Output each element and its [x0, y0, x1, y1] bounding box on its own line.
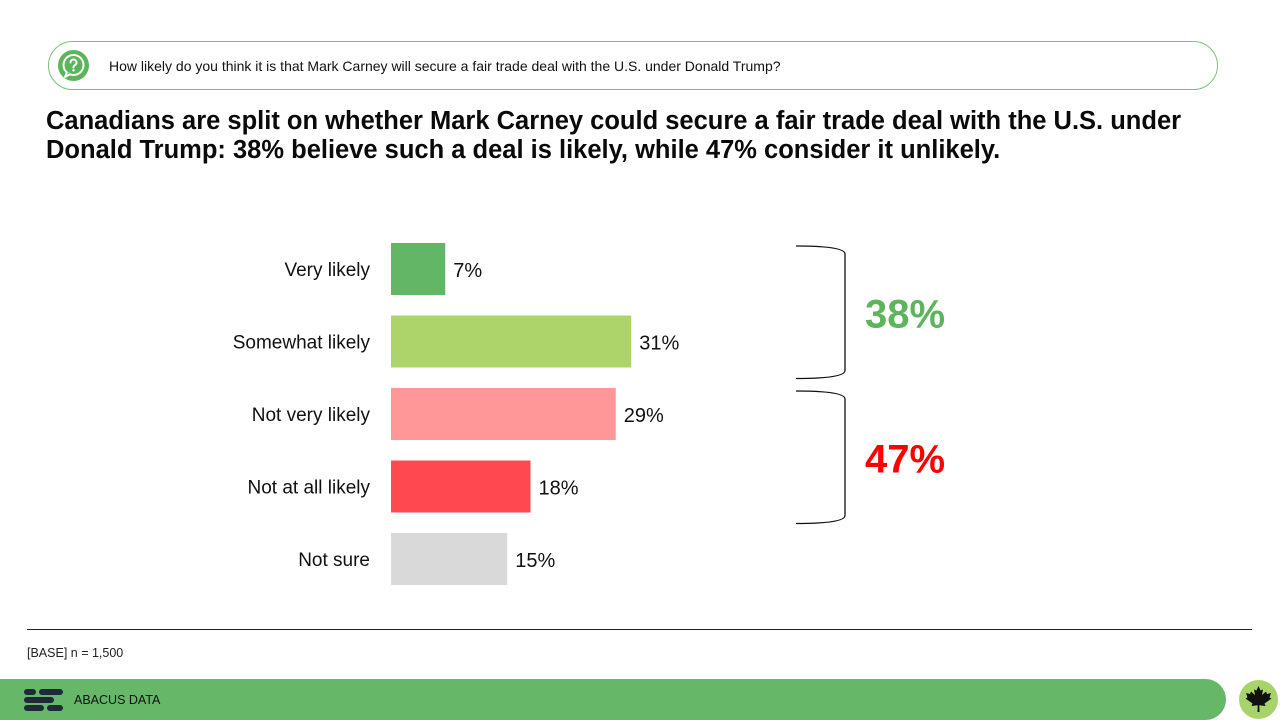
brand-name: ABACUS DATA [74, 693, 161, 707]
bar [391, 533, 508, 585]
value-label: 15% [515, 550, 555, 572]
group-total-label: 38% [865, 292, 945, 336]
category-label: Not at all likely [248, 478, 371, 499]
footer-bar: ABACUS DATA [0, 679, 1226, 720]
question-box: How likely do you think it is that Mark … [48, 41, 1218, 90]
value-label: 29% [624, 405, 664, 427]
category-label: Very likely [284, 260, 370, 281]
bar [391, 243, 446, 295]
group-total-label: 47% [865, 437, 945, 481]
maple-leaf-icon [1239, 680, 1278, 719]
base-note: [BASE] n = 1,500 [27, 646, 124, 660]
value-label: 7% [453, 260, 482, 282]
question-icon [58, 50, 89, 81]
bar [391, 460, 531, 513]
bar-chart: Very likely 7% Somewhat likely 31% Not very … [233, 243, 945, 585]
value-label: 18% [539, 478, 579, 500]
question-text: How likely do you think it is that Mark … [109, 58, 781, 74]
category-label: Not sure [298, 550, 370, 571]
bar [391, 315, 632, 368]
category-label: Somewhat likely [233, 333, 371, 354]
headline: Canadians are split on whether Mark Carn… [46, 107, 1182, 164]
bar [391, 388, 616, 440]
group-bracket [795, 245, 846, 380]
group-bracket [795, 390, 846, 525]
category-label: Not very likely [252, 405, 371, 426]
footer-divider [27, 629, 1252, 630]
abacus-logo-icon [24, 689, 64, 716]
value-label: 31% [639, 333, 679, 355]
